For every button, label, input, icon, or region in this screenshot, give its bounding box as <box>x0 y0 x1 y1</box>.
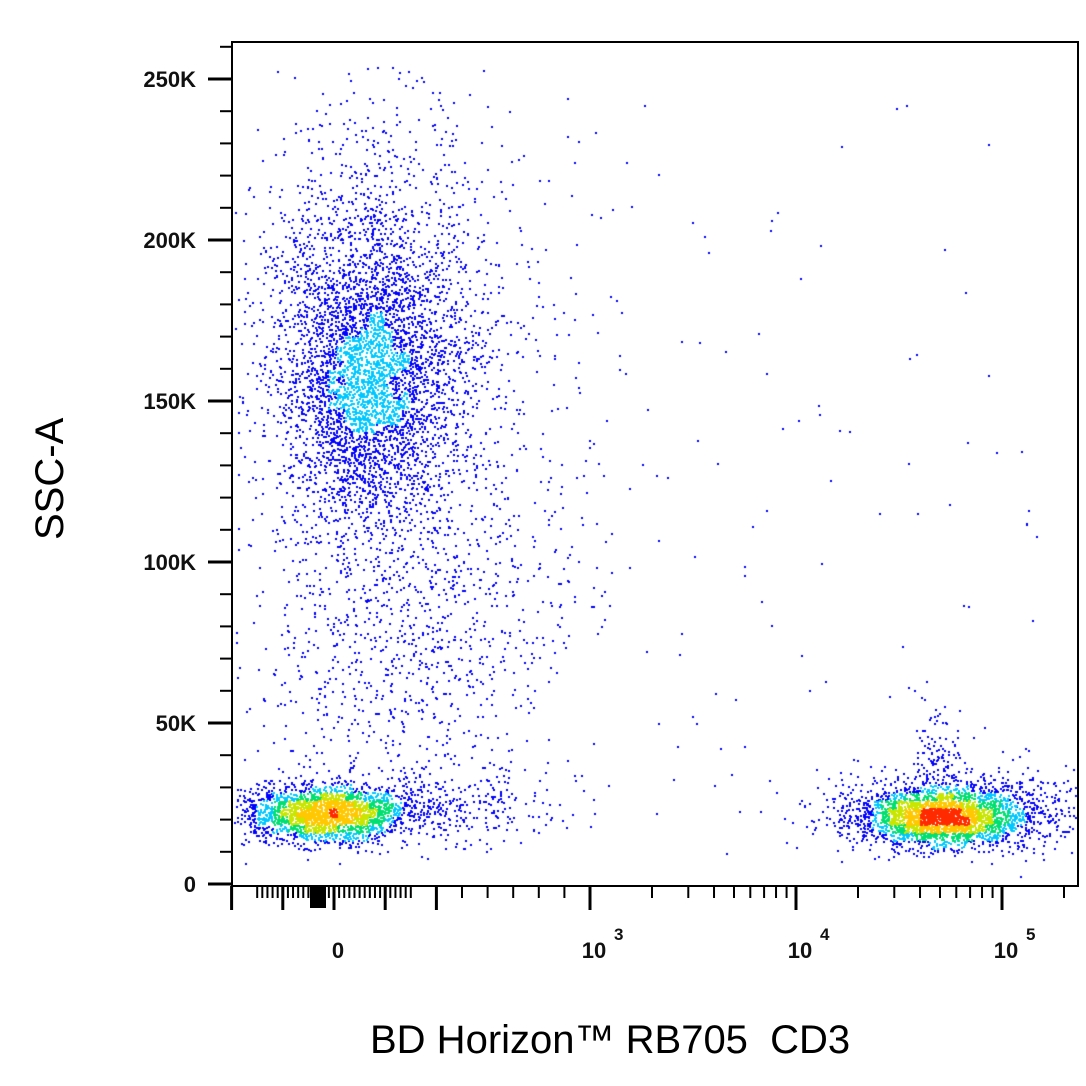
x-tick-label: 10 <box>582 938 606 963</box>
y-tick-label: 50K <box>156 711 196 736</box>
x-tick-label: 10 <box>994 938 1018 963</box>
x-tick-exponent: 5 <box>1026 925 1035 944</box>
x-tick-exponent: 3 <box>614 925 623 944</box>
y-tick-label: 250K <box>143 67 196 92</box>
plot-frame <box>231 41 1079 887</box>
y-axis-label: SSC-A <box>28 417 72 540</box>
y-tick-label: 150K <box>143 389 196 414</box>
y-tick-label: 100K <box>143 550 196 575</box>
x-tick-label: 10 <box>788 938 812 963</box>
x-axis-label: BD Horizon™ RB705 CD3 <box>370 1018 851 1062</box>
x-tick-cluster <box>310 886 326 908</box>
x-tick-label: 0 <box>332 938 344 963</box>
y-tick-label: 200K <box>143 228 196 253</box>
y-tick-label: 0 <box>184 872 196 897</box>
x-tick-exponent: 4 <box>820 925 830 944</box>
